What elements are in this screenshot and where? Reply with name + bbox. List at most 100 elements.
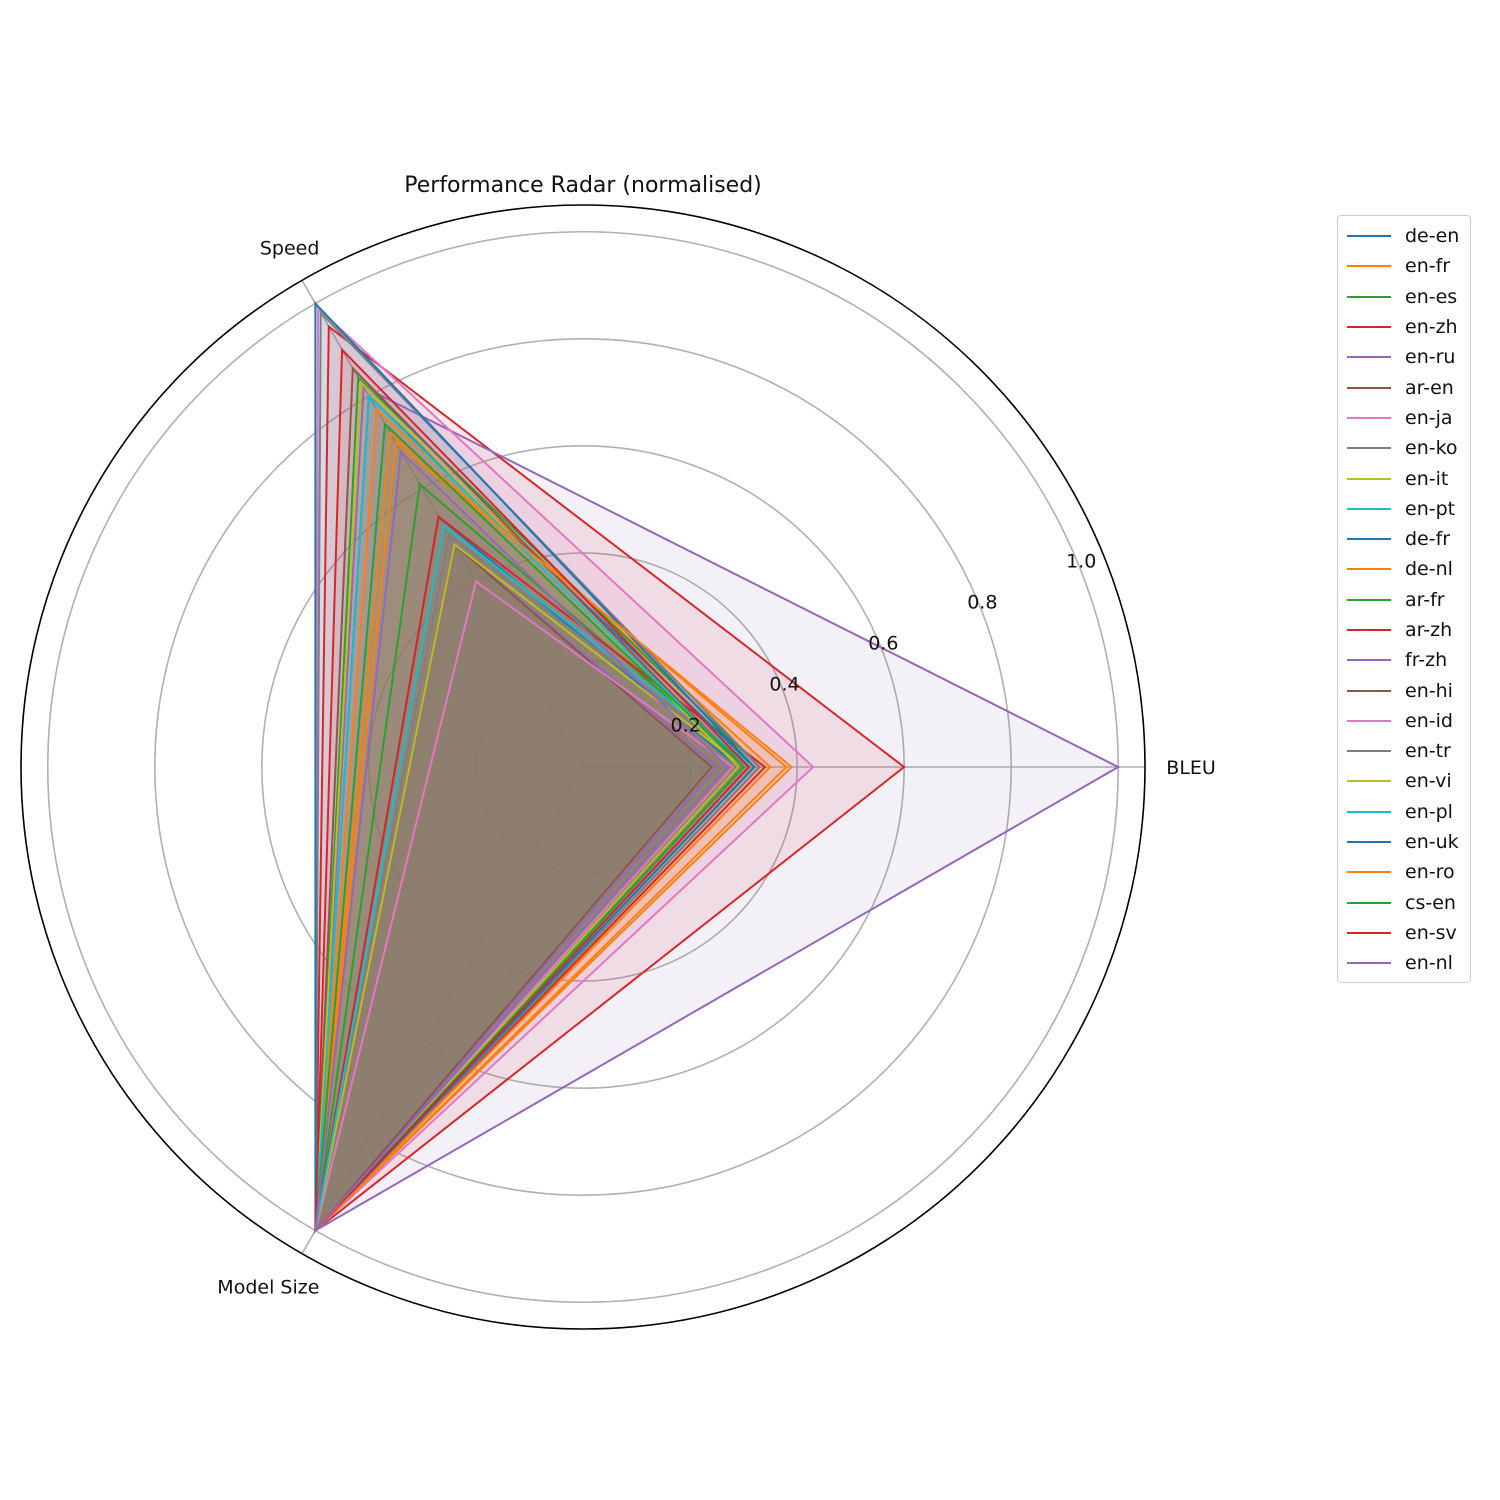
r-tick-label: 0.2 [670, 715, 700, 737]
legend-swatch [1347, 568, 1391, 571]
legend-label: en-ko [1405, 437, 1458, 460]
legend-swatch [1347, 265, 1391, 268]
radar-series-group [313, 300, 1121, 1235]
series-line-fr-zh [314, 385, 1121, 1233]
legend-item-de-fr: de-fr [1338, 524, 1470, 554]
legend-label: en-id [1405, 709, 1453, 732]
r-tick-label: 0.8 [967, 592, 997, 614]
legend-swatch [1347, 659, 1391, 662]
legend-item-en-pt: en-pt [1338, 494, 1470, 524]
series-line-en-sv [314, 347, 751, 1234]
chart-title: Performance Radar (normalised) [404, 173, 762, 198]
legend-swatch [1347, 326, 1391, 329]
legend-swatch [1347, 295, 1391, 298]
legend-item-en-zh: en-zh [1338, 312, 1470, 342]
series-fill-en-ko [315, 535, 749, 1231]
legend-item-en-ja: en-ja [1338, 403, 1470, 433]
legend-item-de-nl: de-nl [1338, 554, 1470, 584]
legend-item-ar-fr: ar-fr [1338, 585, 1470, 615]
legend-item-de-en: de-en [1338, 221, 1470, 251]
r-tick-label: 0.4 [769, 674, 799, 696]
legend-label: de-fr [1405, 528, 1451, 551]
legend-label: de-en [1405, 225, 1460, 248]
legend-item-en-nl: en-nl [1338, 948, 1470, 978]
r-tick-label: 0.6 [868, 633, 898, 655]
legend-item-cs-en: cs-en [1338, 888, 1470, 918]
series-line-en-id [314, 305, 815, 1233]
legend-item-en-uk: en-uk [1338, 827, 1470, 857]
legend-label: en-uk [1405, 831, 1459, 854]
legend-item-en-es: en-es [1338, 282, 1470, 312]
axis-label-model-size: Model Size [217, 1277, 319, 1299]
axis-label-bleu: BLEU [1166, 757, 1216, 779]
legend-item-en-pl: en-pl [1338, 797, 1470, 827]
legend-item-en-ro: en-ro [1338, 857, 1470, 887]
legend-label: en-es [1405, 285, 1458, 308]
legend-swatch [1347, 235, 1391, 238]
series-fill-en-fr [315, 433, 787, 1231]
legend-swatch [1347, 750, 1391, 753]
legend-swatch [1347, 356, 1391, 359]
series-fill-ar-en [315, 544, 712, 1231]
spoke-speed [301, 279, 584, 768]
legend-label: en-it [1405, 467, 1449, 490]
legend-label: en-fr [1405, 255, 1451, 278]
series-line-en-nl [314, 449, 729, 1234]
legend-item-ar-en: ar-en [1338, 372, 1470, 402]
legend-label: en-zh [1405, 316, 1458, 339]
series-fill-en-ja [315, 581, 733, 1231]
legend-label: en-ja [1405, 406, 1453, 429]
legend-swatch [1347, 810, 1391, 813]
legend-item-en-ko: en-ko [1338, 433, 1470, 463]
series-fill-en-tr [315, 312, 760, 1231]
legend-label: cs-en [1405, 891, 1456, 914]
legend-label: ar-en [1405, 376, 1454, 399]
series-fill-en-hi [315, 368, 744, 1231]
legend-item-en-ru: en-ru [1338, 342, 1470, 372]
legend-swatch [1347, 598, 1391, 601]
legend-label: fr-zh [1405, 649, 1448, 672]
series-fill-de-nl [315, 410, 771, 1231]
series-fill-en-nl [315, 451, 728, 1231]
legend-swatch [1347, 780, 1391, 783]
radar-frame [20, 204, 1146, 1330]
legend-label: en-vi [1405, 770, 1452, 793]
legend-swatch [1347, 689, 1391, 692]
legend: de-en en-fr en-es en-zh en-ru ar-en en-ja en-ko… [1337, 215, 1471, 984]
legend-swatch [1347, 386, 1391, 389]
legend-swatch [1347, 629, 1391, 631]
legend-item-en-sv: en-sv [1338, 918, 1470, 948]
series-line-en-uk [314, 300, 756, 1234]
legend-swatch [1347, 507, 1391, 510]
legend-item-en-it: en-it [1338, 463, 1470, 493]
legend-label: en-sv [1405, 921, 1457, 944]
series-fill-en-vi [315, 382, 739, 1231]
series-fill-en-uk [315, 303, 755, 1231]
series-line-cs-en [314, 421, 746, 1234]
legend-item-en-hi: en-hi [1338, 675, 1470, 705]
legend-label: de-nl [1405, 558, 1453, 581]
legend-swatch [1347, 416, 1391, 419]
legend-item-ar-zh: ar-zh [1338, 615, 1470, 645]
series-fill-de-fr [315, 396, 755, 1231]
series-fill-en-id [315, 308, 814, 1231]
legend-item-en-fr: en-fr [1338, 251, 1470, 281]
legend-item-en-vi: en-vi [1338, 766, 1470, 796]
legend-label: en-pt [1405, 497, 1456, 520]
legend-swatch [1347, 477, 1391, 480]
axis-label-speed: Speed [260, 237, 320, 259]
legend-swatch [1347, 962, 1391, 965]
legend-label: en-hi [1405, 679, 1453, 702]
series-line-en-ro [314, 440, 794, 1234]
legend-label: en-ru [1405, 346, 1456, 369]
series-fill-en-sv [315, 349, 749, 1231]
legend-swatch [1347, 841, 1391, 844]
series-fill-en-it [315, 544, 744, 1231]
legend-swatch [1347, 871, 1391, 874]
legend-label: ar-fr [1405, 588, 1445, 611]
legend-item-en-id: en-id [1338, 706, 1470, 736]
radar-outer-circle [20, 204, 1146, 1330]
r-tick-label: 1.0 [1066, 551, 1096, 573]
legend-swatch [1347, 901, 1391, 904]
